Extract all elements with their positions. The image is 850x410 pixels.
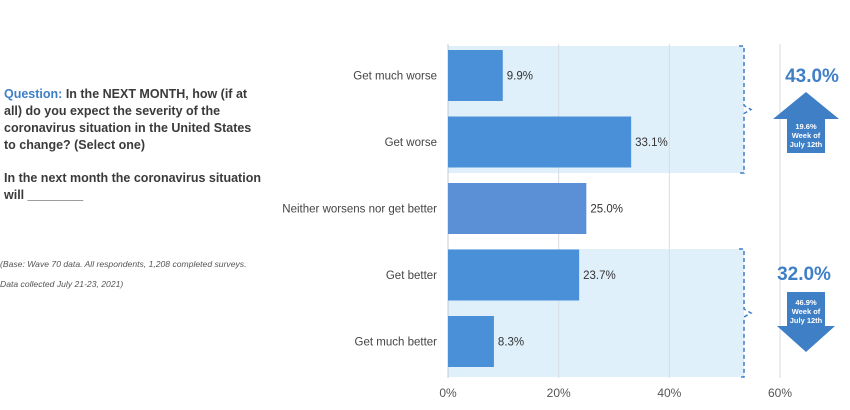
bar: [448, 183, 587, 234]
question-text: Question: In the NEXT MONTH, how (if at …: [4, 86, 262, 154]
bar: [448, 116, 632, 168]
category-label: Get better: [386, 270, 437, 282]
total-worse: 43.0%: [785, 66, 839, 87]
question-label: Question:: [4, 87, 63, 101]
prev-better-value: 46.9%: [795, 298, 817, 307]
bar: [448, 50, 503, 101]
prev-better-label: Week of: [792, 307, 821, 316]
question-prompt: In the next month the coronavirus situat…: [4, 171, 261, 202]
data-label: 9.9%: [507, 71, 533, 83]
bracket-worse: [739, 45, 753, 174]
prev-worse-label: Week of: [792, 131, 821, 140]
category-label: Neither worsens nor get better: [282, 204, 437, 216]
base-note: (Base: Wave 70 data. All respondents, 1,…: [0, 259, 247, 289]
tick-label: 40%: [657, 386, 681, 400]
prev-worse-value: 19.6%: [795, 122, 817, 131]
down-arrow-icon: [777, 292, 835, 352]
prev-worse-date: July 12th: [790, 140, 823, 149]
prev-better-date: July 12th: [790, 316, 823, 325]
bar: [448, 249, 580, 301]
tick-label: 20%: [547, 386, 571, 400]
category-label: Get worse: [385, 137, 437, 149]
tick-label: 60%: [768, 386, 792, 400]
category-label: Get much worse: [353, 71, 437, 83]
bar: [448, 316, 494, 367]
category-label: Get much better: [355, 337, 438, 349]
data-label: 25.0%: [590, 204, 623, 216]
question-body: In the NEXT MONTH, how (if at all) do yo…: [4, 87, 252, 152]
total-better: 32.0%: [777, 264, 831, 285]
bracket-better: [739, 248, 753, 378]
question-panel: Question: In the NEXT MONTH, how (if at …: [4, 86, 262, 204]
data-label: 23.7%: [583, 270, 616, 282]
tick-label: 0%: [439, 386, 457, 400]
up-arrow-icon: [773, 92, 839, 153]
data-label: 8.3%: [498, 337, 524, 349]
data-label: 33.1%: [635, 137, 668, 149]
